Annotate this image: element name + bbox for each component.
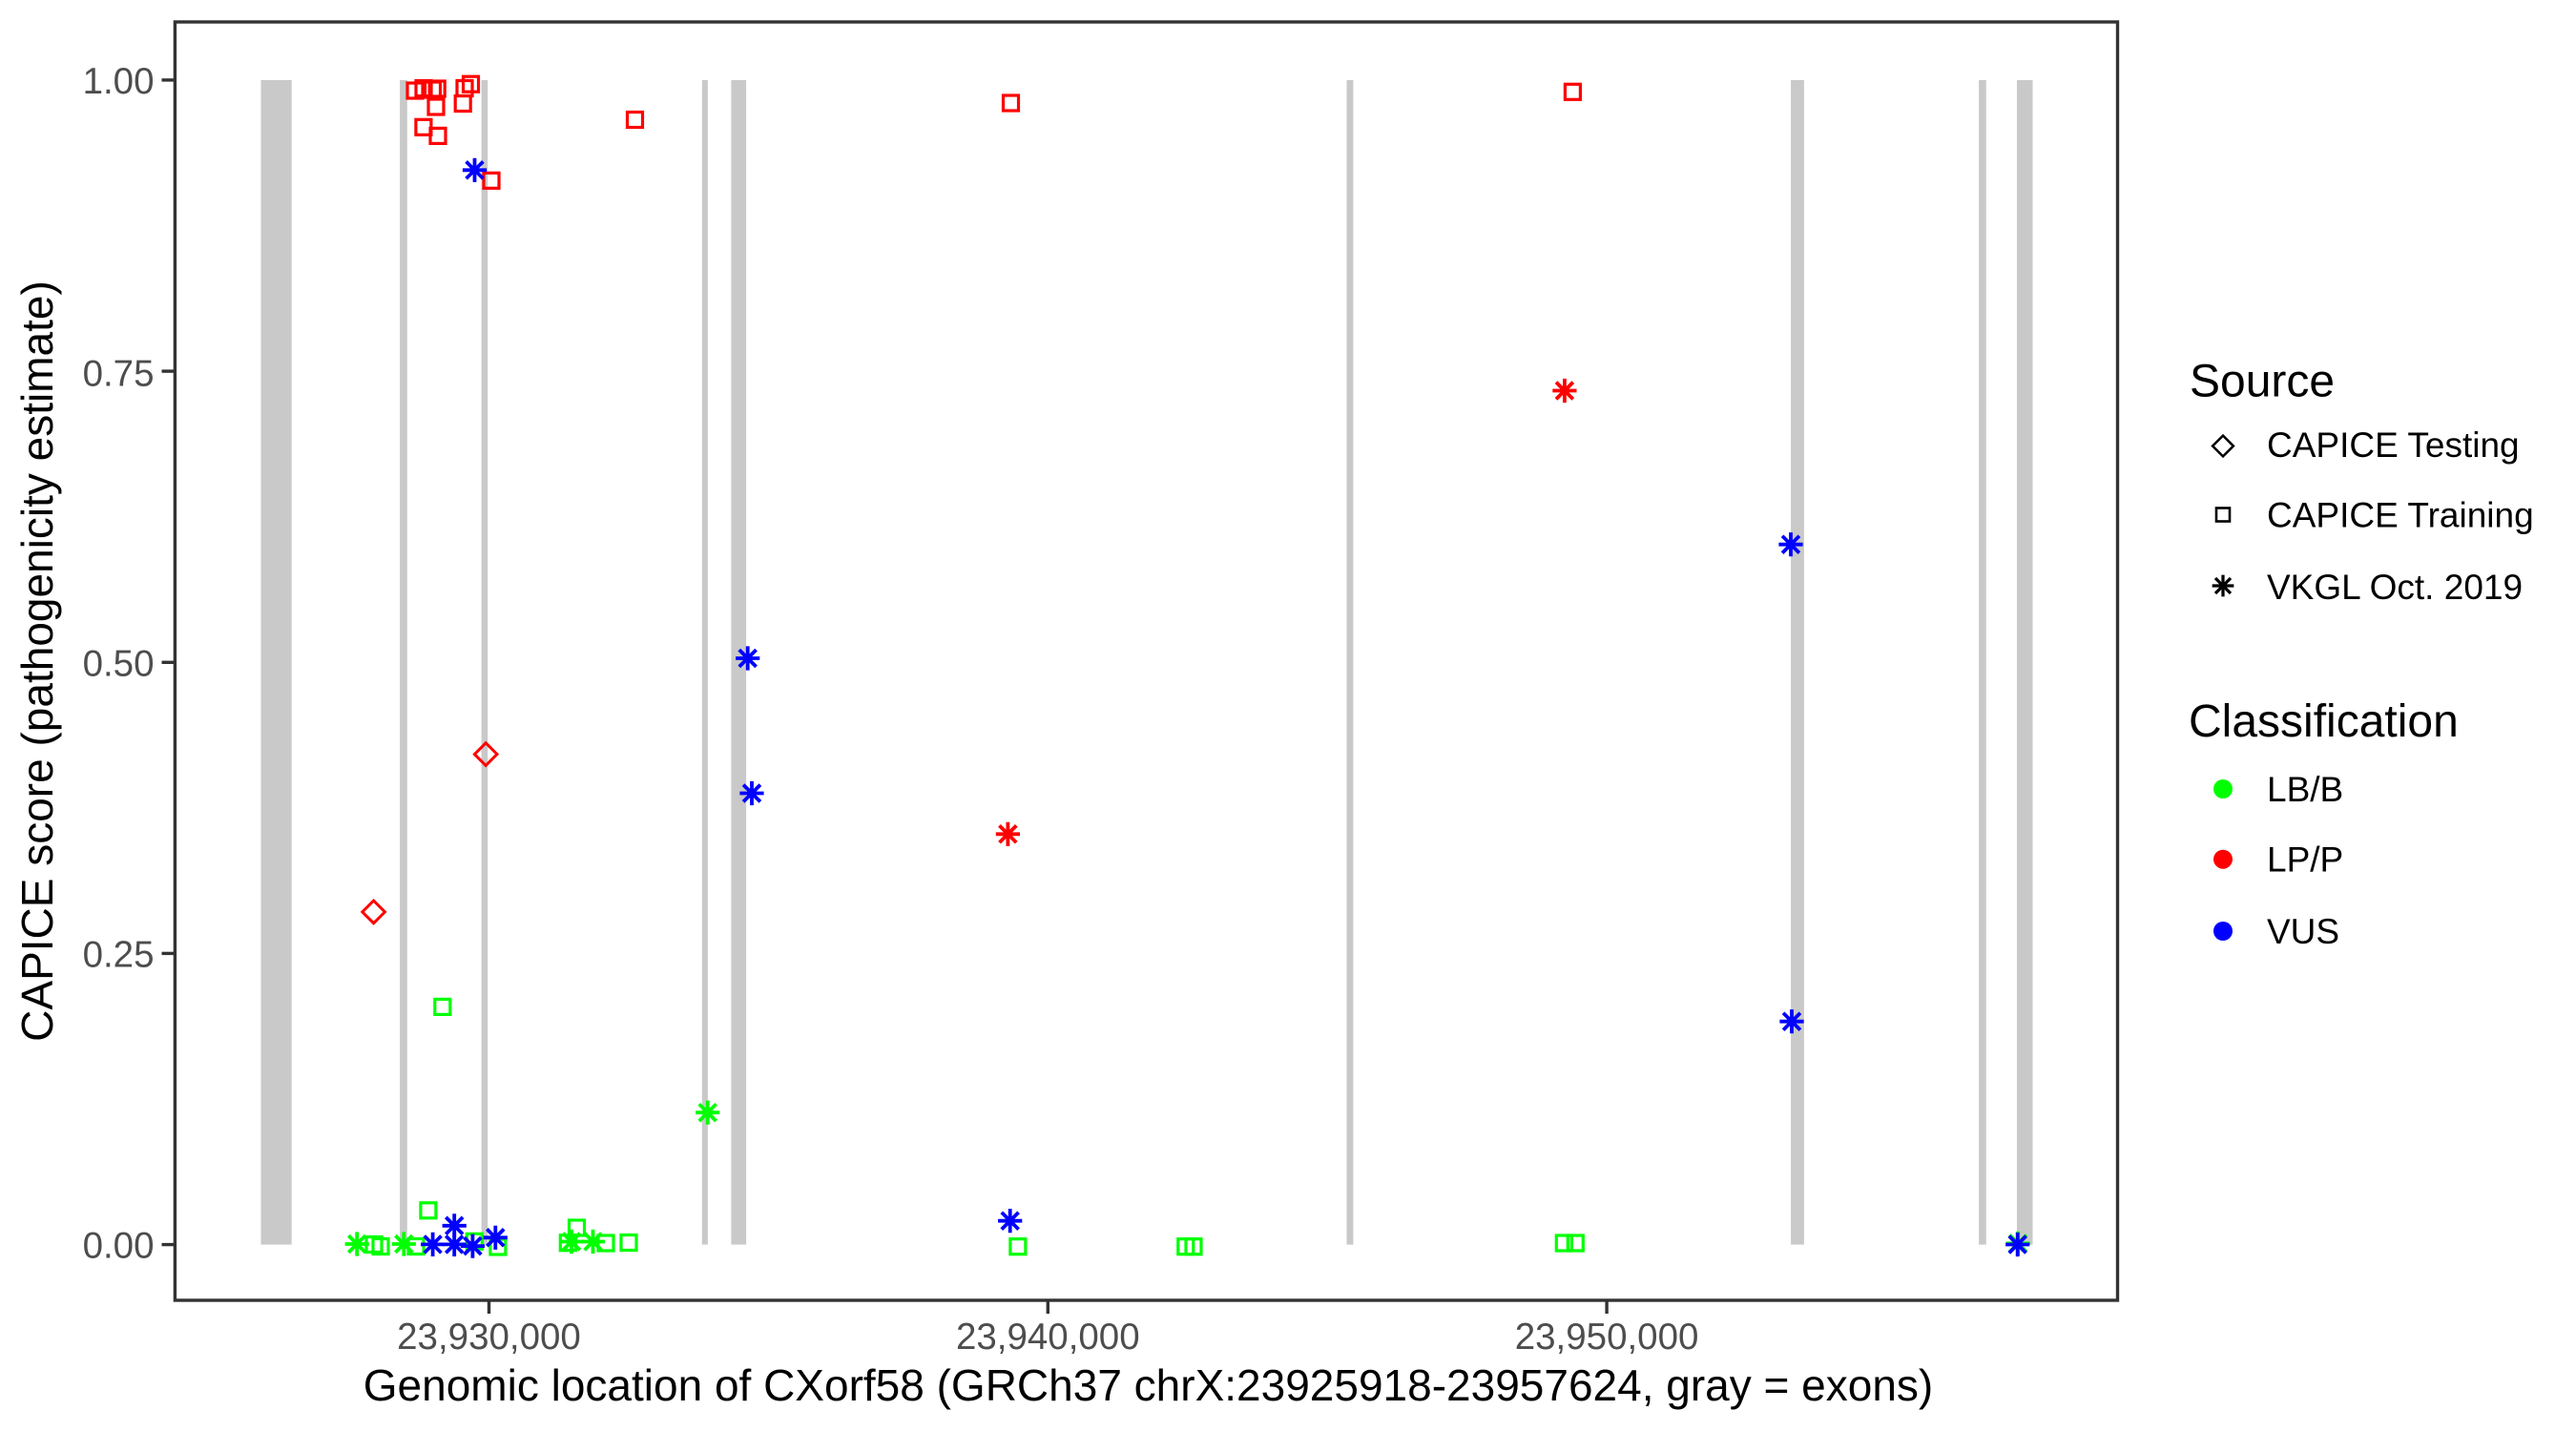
svg-text:CAPICE Testing: CAPICE Testing	[2267, 425, 2520, 465]
svg-text:1.00: 1.00	[83, 61, 155, 102]
svg-text:VUS: VUS	[2267, 912, 2339, 951]
svg-text:Source: Source	[2190, 357, 2335, 407]
svg-text:23,930,000: 23,930,000	[397, 1317, 581, 1358]
svg-text:LB/B: LB/B	[2267, 770, 2343, 809]
svg-text:LP/P: LP/P	[2267, 840, 2343, 880]
svg-text:23,950,000: 23,950,000	[1515, 1317, 1699, 1358]
svg-text:0.25: 0.25	[83, 934, 155, 975]
svg-text:VKGL Oct. 2019: VKGL Oct. 2019	[2267, 568, 2523, 607]
svg-text:Classification: Classification	[2189, 696, 2459, 747]
svg-text:0.00: 0.00	[83, 1226, 155, 1267]
svg-text:CAPICE Training: CAPICE Training	[2267, 495, 2534, 534]
svg-text:CAPICE score (pathogenicity es: CAPICE score (pathogenicity estimate)	[12, 280, 62, 1042]
svg-text:0.75: 0.75	[83, 354, 155, 395]
svg-text:0.50: 0.50	[83, 643, 155, 684]
svg-text:23,940,000: 23,940,000	[956, 1317, 1140, 1358]
svg-text:Genomic location of CXorf58 (G: Genomic location of CXorf58 (GRCh37 chrX…	[364, 1360, 1933, 1410]
